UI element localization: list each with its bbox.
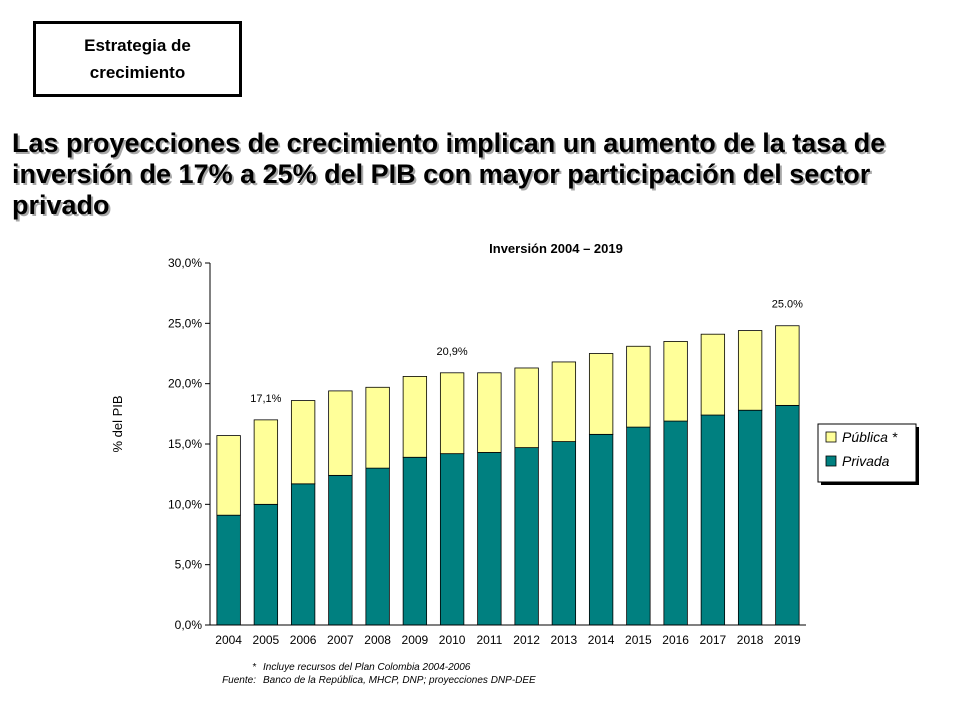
bar-privada [775, 404, 800, 626]
bar-privada [328, 474, 353, 626]
y-tick-label: 10,0% [168, 497, 202, 511]
section-tag-label: Estrategia de crecimiento [84, 36, 191, 82]
x-tick-label: 2008 [364, 633, 391, 647]
bar-pblica [551, 361, 577, 442]
bar-privada [477, 452, 502, 626]
y-tick-label: 30,0% [168, 256, 202, 270]
legend-swatch [825, 455, 837, 467]
bar-pblica [514, 367, 539, 449]
note-text: Banco de la República, MHCP, DNP; proyec… [263, 675, 536, 686]
y-tick-label: 25,0% [168, 316, 202, 330]
bar-privada [700, 414, 726, 626]
bar-privada [663, 420, 688, 626]
bar-pblica [402, 376, 428, 458]
legend-swatch [825, 431, 837, 443]
bar-privada [551, 441, 577, 626]
x-tick-label: 2006 [290, 633, 317, 647]
bar-pblica [253, 419, 279, 505]
bar-annotation: 17,1% [250, 393, 281, 405]
bar-pblica [290, 400, 316, 485]
note-text: Incluye recursos del Plan Colombia 2004-… [263, 662, 471, 673]
bar-privada [737, 409, 763, 626]
bar-privada [439, 453, 465, 626]
bar-pblica [477, 372, 502, 453]
x-tick-label: 2015 [625, 633, 652, 647]
bar-privada [626, 426, 651, 626]
x-tick-label: 2018 [737, 633, 764, 647]
bar-pblica [439, 372, 465, 455]
bar-pblica [365, 386, 390, 469]
headline: Las proyecciones de crecimiento implican… [12, 128, 886, 220]
bar-pblica [588, 353, 614, 435]
bar-privada [588, 433, 614, 626]
y-axis-label: % del PIB [110, 395, 125, 452]
bar-privada [402, 456, 428, 626]
y-tick-label: 20,0% [168, 377, 202, 391]
y-tick-label: 5,0% [175, 558, 203, 572]
x-tick-label: 2011 [476, 633, 502, 647]
legend-label: Privada [842, 453, 890, 469]
legend-label: Pública * [842, 429, 898, 445]
bar-pblica [663, 341, 688, 422]
bar-pblica [626, 345, 651, 428]
x-tick-label: 2019 [774, 633, 801, 647]
bar-privada [216, 514, 241, 626]
bar-privada [514, 447, 539, 626]
x-tick-label: 2016 [662, 633, 689, 647]
bar-pblica [328, 390, 353, 476]
x-tick-label: 2012 [513, 633, 540, 647]
x-tick-label: 2005 [253, 633, 280, 647]
x-tick-label: 2014 [588, 633, 615, 647]
section-tag: Estrategia de crecimiento [33, 21, 242, 97]
bar-pblica [775, 325, 800, 406]
chart-title: Inversión 2004 – 2019 [489, 241, 623, 256]
bar-privada [365, 467, 390, 626]
x-tick-label: 2009 [402, 633, 429, 647]
bar-annotation: 20,9% [437, 346, 468, 358]
bar-privada [253, 503, 279, 626]
bar-pblica [216, 435, 241, 516]
x-tick-label: 2013 [551, 633, 578, 647]
bar-pblica [700, 333, 726, 416]
x-tick-label: 2010 [439, 633, 466, 647]
bar-pblica [737, 330, 763, 411]
note-key: Fuente: [222, 675, 256, 686]
x-tick-label: 2007 [327, 633, 354, 647]
y-tick-label: 0,0% [175, 618, 203, 632]
note-key: * [252, 662, 256, 673]
y-tick-label: 15,0% [168, 437, 202, 451]
bar-annotation: 25.0% [772, 299, 803, 311]
bar-privada [290, 483, 316, 626]
x-tick-label: 2004 [215, 633, 242, 647]
x-tick-label: 2017 [700, 633, 727, 647]
